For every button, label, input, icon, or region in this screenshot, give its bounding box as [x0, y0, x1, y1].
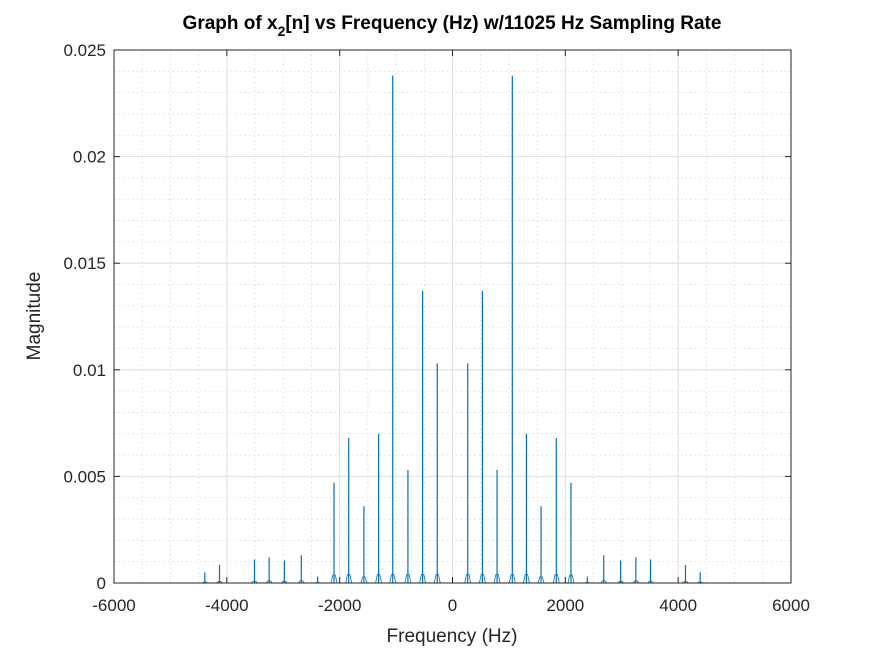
y-tick-label: 0.01 — [73, 361, 106, 380]
chart-title-pre: Graph of x — [183, 13, 278, 34]
x-tick-label: -4000 — [205, 596, 248, 615]
chart-title-post: [n] vs Frequency (Hz) w/11025 Hz Samplin… — [285, 13, 721, 34]
x-tick-label: 6000 — [772, 596, 810, 615]
x-axis-label: Frequency (Hz) — [387, 626, 518, 647]
y-tick-label: 0.015 — [63, 254, 106, 273]
y-tick-label: 0 — [97, 574, 106, 593]
x-tick-labels: -6000 -4000 -2000 0 2000 4000 6000 — [92, 596, 810, 615]
y-tick-labels: 0 0.005 0.01 0.015 0.02 0.025 — [63, 41, 106, 593]
y-tick-label: 0.02 — [73, 148, 106, 167]
y-axis-label: Magnitude — [24, 272, 45, 361]
axis-ticks — [113, 49, 792, 584]
x-tick-label: 2000 — [546, 596, 584, 615]
x-tick-label: 4000 — [659, 596, 697, 615]
chart-title-sub: 2 — [278, 23, 286, 39]
x-tick-label: 0 — [448, 596, 457, 615]
y-tick-label: 0.005 — [63, 467, 106, 486]
x-tick-label: -6000 — [92, 596, 135, 615]
y-tick-label: 0.025 — [63, 41, 106, 60]
x-tick-label: -2000 — [318, 596, 361, 615]
chart-title: Graph of x2[n] vs Frequency (Hz) w/11025… — [183, 13, 722, 39]
